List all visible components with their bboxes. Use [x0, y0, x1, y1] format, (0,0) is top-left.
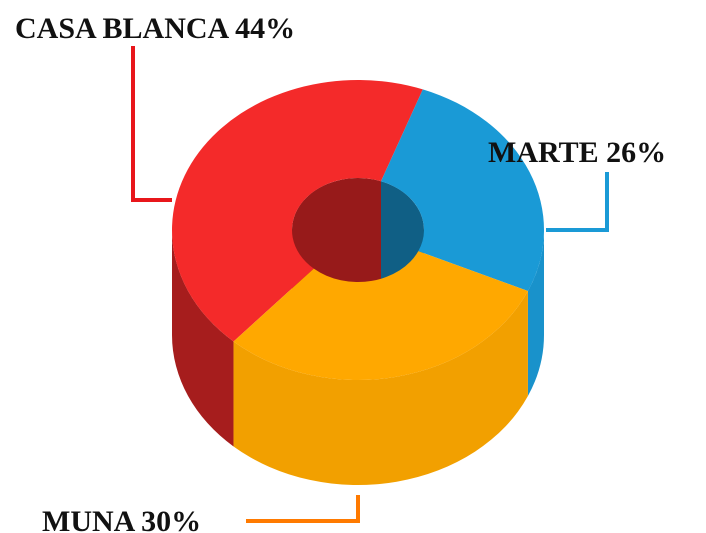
- slice-label: MUNA 30%: [42, 505, 201, 533]
- slice-label: CASA BLANCA 44%: [15, 12, 295, 45]
- outer-wall: [172, 230, 234, 447]
- category-label: MUNA: [42, 505, 136, 533]
- leader-line: [131, 46, 172, 202]
- value-label: 26%: [606, 136, 666, 169]
- slice: [233, 251, 528, 380]
- outer-wall: [527, 230, 545, 397]
- outer-wall: [233, 291, 528, 486]
- category-label: MARTE: [488, 136, 599, 169]
- donut: [172, 79, 545, 486]
- slice-label: MARTE 26%: [488, 136, 666, 169]
- leader-line: [246, 495, 360, 523]
- value-label: 30%: [141, 505, 201, 533]
- slice: [381, 89, 544, 292]
- value-label: 44%: [235, 12, 295, 45]
- slice: [172, 79, 423, 342]
- leader-line: [546, 172, 609, 232]
- category-label: CASA BLANCA: [15, 12, 230, 45]
